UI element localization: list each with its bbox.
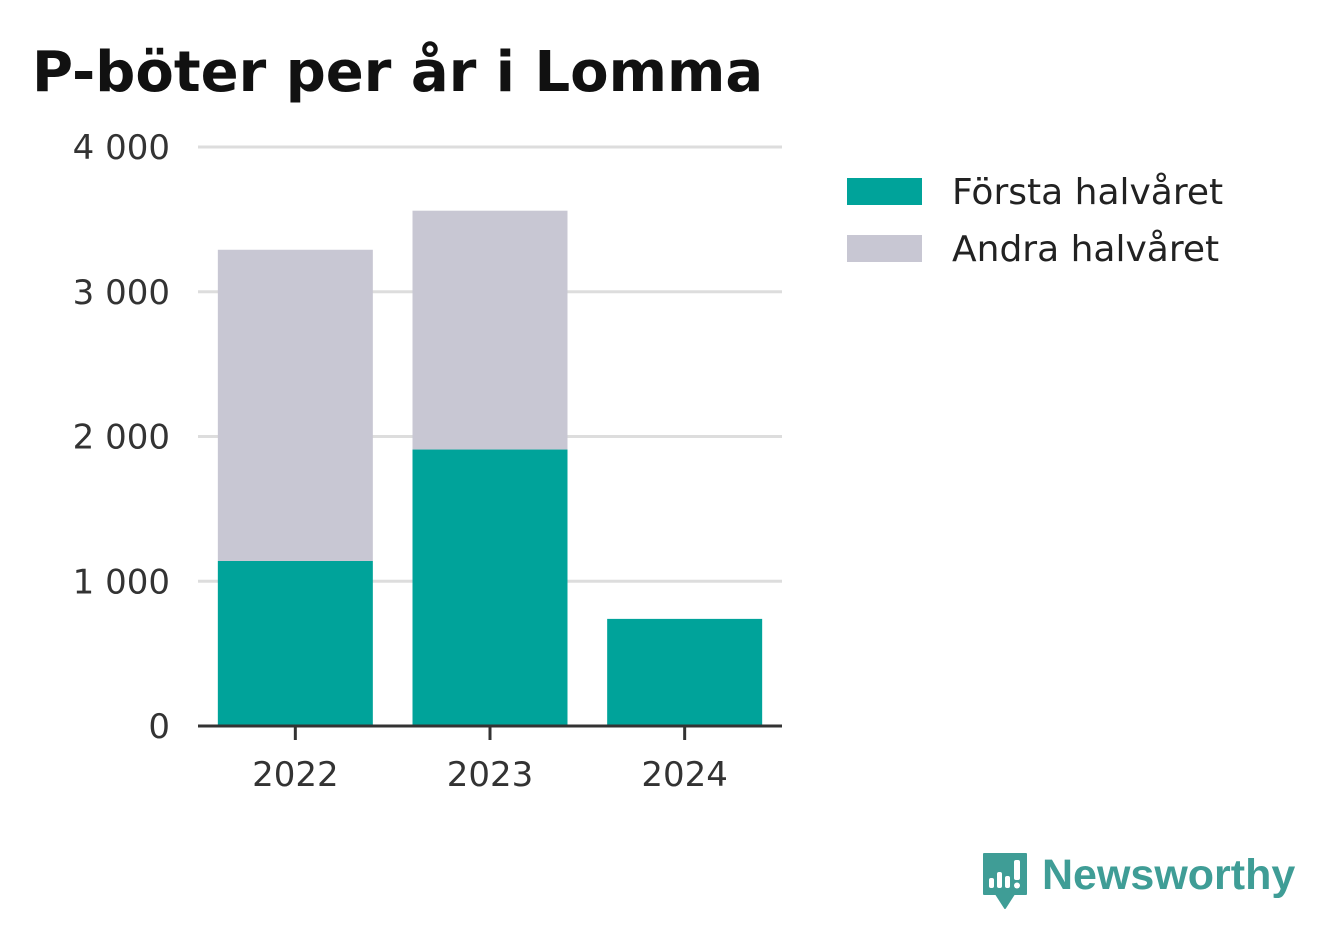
- bar-2023-series-0: [412, 449, 568, 726]
- bar-2022-series-0: [217, 560, 373, 726]
- bar-2022-series-1: [217, 249, 373, 561]
- legend: Första halvåret Andra halvåret: [847, 172, 1223, 270]
- legend-label: Andra halvåret: [952, 229, 1219, 270]
- brand-logo: Newsworthy: [980, 848, 1295, 914]
- bars: [217, 210, 763, 726]
- bar-2024-series-0: [607, 618, 763, 726]
- x-tick-label: 2022: [252, 755, 339, 795]
- newsworthy-logo-icon: [983, 853, 1027, 909]
- legend-swatch: [847, 178, 922, 205]
- brand-name: Newsworthy: [1042, 850, 1296, 899]
- y-tick-label: 0: [148, 707, 170, 747]
- legend-swatch: [847, 235, 922, 262]
- x-tick-label: 2024: [641, 755, 728, 795]
- y-tick-label: 4 000: [73, 128, 170, 168]
- legend-label: Första halvåret: [952, 172, 1223, 213]
- chart-title: P-böter per år i Lomma: [32, 40, 764, 105]
- bar-2023-series-1: [412, 210, 568, 450]
- x-tick-label: 2023: [447, 755, 534, 795]
- y-tick-label: 3 000: [73, 273, 170, 313]
- y-tick-label: 2 000: [73, 418, 170, 458]
- axes: 0 1 000 2 000 3 000 4 000 2022 2023 2024: [73, 128, 782, 795]
- y-tick-label: 1 000: [73, 562, 170, 602]
